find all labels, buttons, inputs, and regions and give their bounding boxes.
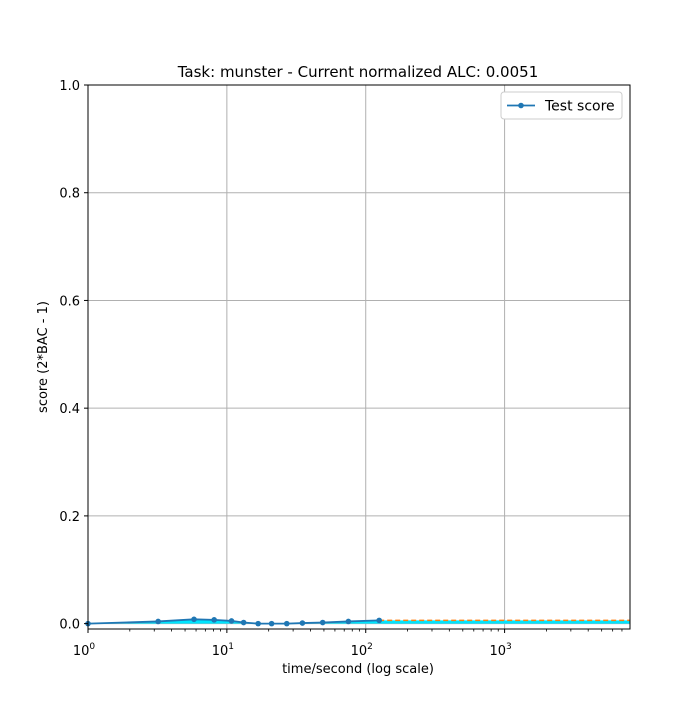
x-tick-label: 101 <box>212 642 234 659</box>
legend-box <box>500 91 623 120</box>
x-tick-exponent: 2 <box>367 642 373 652</box>
y-tick-label: 0.8 <box>59 187 80 202</box>
legend-label: Test score <box>544 99 615 115</box>
test-score-point <box>283 620 290 627</box>
test-score-point <box>299 620 306 626</box>
test-score-point <box>255 620 261 627</box>
x-tick-label: 100 <box>73 642 96 659</box>
x-tick-exponent: 1 <box>228 642 234 652</box>
x-tick-label: 103 <box>489 642 511 659</box>
y-tick-label: 0.2 <box>59 510 80 525</box>
y-tick-label: 0.0 <box>59 618 80 633</box>
x-tick-base: 10 <box>212 644 229 659</box>
x-tick-base: 10 <box>489 644 506 659</box>
legend-marker <box>518 102 524 109</box>
chart-title: Task: munster - Current normalized ALC: … <box>177 63 538 81</box>
x-tick-exponent: 0 <box>89 642 95 652</box>
test-score-point <box>155 618 161 625</box>
y-tick-label: 0.4 <box>59 402 80 417</box>
test-score-point <box>268 620 275 627</box>
plot-frame <box>87 84 631 630</box>
test-score-point <box>191 616 197 623</box>
test-score-point <box>376 617 382 624</box>
x-axis-label: time/second (log scale) <box>282 662 434 677</box>
test-score-point <box>240 619 247 626</box>
test-score-point <box>319 619 326 626</box>
y-tick-label: 0.6 <box>59 294 80 309</box>
x-tick-label: 102 <box>351 642 373 659</box>
test-score-point <box>345 618 352 625</box>
test-score-point <box>211 617 217 623</box>
x-tick-base: 10 <box>73 644 90 659</box>
test-score-point <box>228 618 235 624</box>
x-tick-exponent: 3 <box>506 642 512 652</box>
y-tick-label: 1.0 <box>59 79 80 94</box>
x-tick-base: 10 <box>351 644 368 659</box>
y-axis-label: score (2*BAC - 1) <box>36 301 51 413</box>
